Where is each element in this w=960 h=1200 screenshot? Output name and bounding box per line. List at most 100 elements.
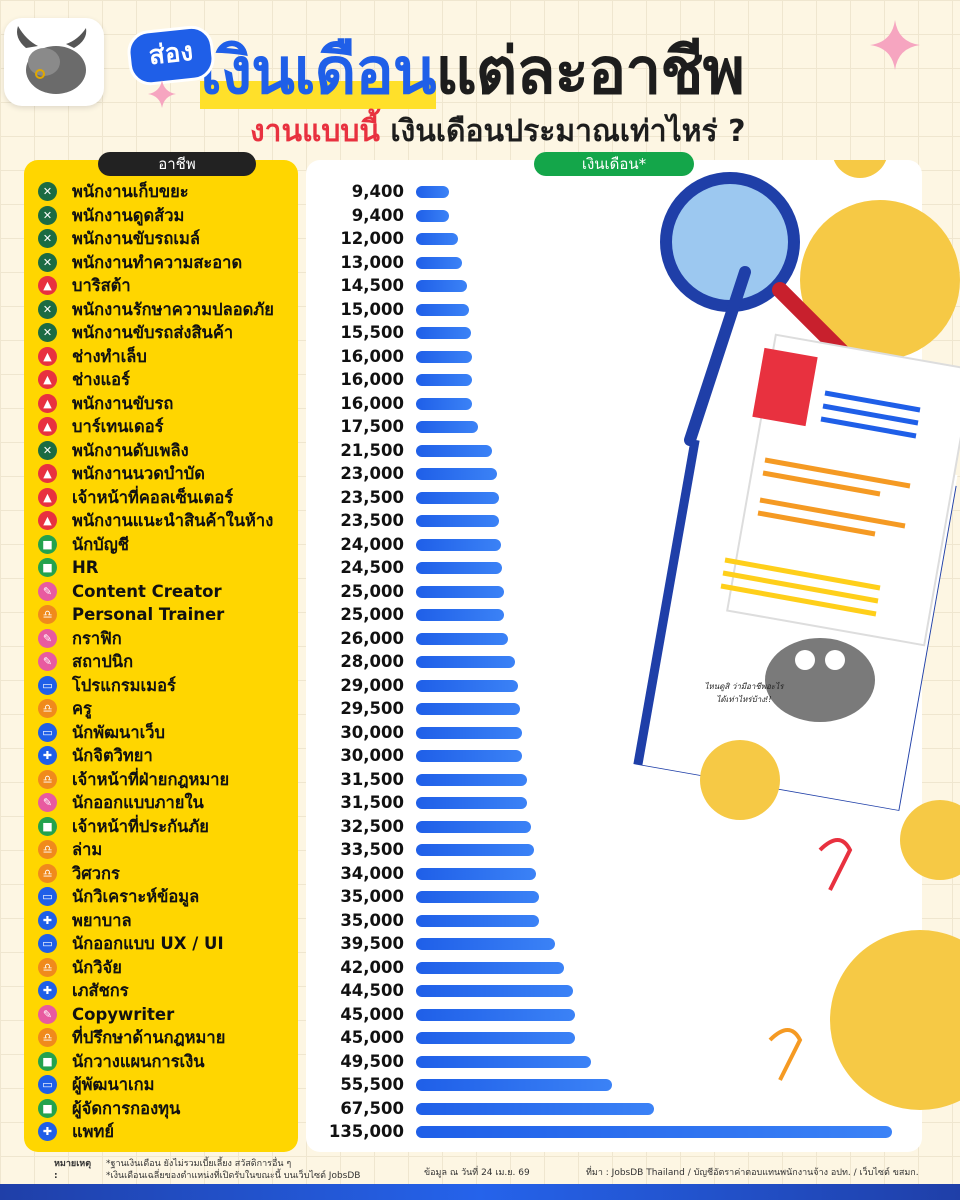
briefcase-icon: ■ (38, 558, 57, 577)
microscope-icon: ✚ (38, 910, 57, 930)
occupation-label: ช่างทำเล็บ (72, 346, 147, 366)
palette-icon: ✎ (38, 1004, 57, 1024)
notes-line-1: *ฐานเงินเดือน ยังไม่รวมเบี้ยเลี้ยง สวัสด… (106, 1159, 292, 1169)
occupation-panel (24, 160, 298, 1152)
chart-row: ✕ พนักงานขับรถเมล์ 12,000 (0, 227, 960, 251)
chart-row: ✕ พนักงานรักษาความปลอดภัย 15,000 (0, 298, 960, 322)
occupation-label: HR (72, 558, 99, 577)
salary-value-label: 16,000 (340, 393, 404, 413)
chart-row: ✕ พนักงานเก็บขยะ 9,400 (0, 180, 960, 204)
occupation-label: นักออกแบบภายใน (72, 793, 204, 812)
salary-bar (416, 820, 531, 833)
chart-row: ✕ พนักงานขับรถส่งสินค้า 15,500 (0, 321, 960, 345)
occupation-label: นักวิจัย (72, 957, 122, 977)
occupation-label: ผู้จัดการกองทุน (72, 1098, 181, 1118)
salary-bar (416, 656, 515, 668)
chart-row: ✕ พนักงานดูดส้วม 9,400 (0, 204, 960, 228)
salary-bar (416, 280, 468, 292)
palette-icon: ✎ (38, 793, 57, 812)
salary-value-label: 34,000 (340, 863, 404, 883)
salary-bar (416, 703, 520, 715)
palette-icon: ✎ (38, 652, 57, 671)
salary-value-label: 30,000 (340, 722, 404, 742)
chart-row: ♎ วิศวกร 34,000 (0, 862, 960, 886)
salary-bar (416, 1079, 612, 1091)
chart-row: ✚ แพทย์ 135,000 (0, 1120, 960, 1144)
occupation-label: ล่าม (72, 840, 103, 859)
chart-row: ✎ กราฟิก 26,000 (0, 627, 960, 651)
chart-row: ♎ ที่ปรึกษาด้านกฎหมาย 45,000 (0, 1026, 960, 1050)
salary-value-label: 44,500 (340, 981, 404, 1000)
occupation-label: นักวิเคราะห์ข้อมูล (72, 887, 200, 906)
salary-value-label: 25,000 (340, 605, 404, 624)
occupation-label: Content Creator (72, 581, 222, 601)
occupation-label: ช่างแอร์ (72, 370, 130, 389)
tools-icon: ✕ (38, 205, 57, 225)
salary-bar (416, 632, 508, 645)
salary-bar (416, 1055, 591, 1068)
salary-value-label: 15,500 (340, 323, 404, 342)
briefcase-icon: ■ (38, 816, 57, 836)
scale-icon: ♎ (38, 1028, 57, 1047)
occupation-label: นักออกแบบ UX / UI (72, 934, 224, 953)
laptop-icon: ▭ (38, 934, 57, 953)
chart-row: ▭ นักออกแบบ UX / UI 39,500 (0, 932, 960, 956)
salary-value-label: 33,500 (340, 840, 404, 859)
salary-bar (416, 844, 535, 856)
salary-value-label: 135,000 (328, 1122, 404, 1141)
chart-row: ♎ ล่าม 33,500 (0, 838, 960, 862)
salary-bar (416, 891, 540, 903)
chart-row: ✎ นักออกแบบภายใน 31,500 (0, 791, 960, 815)
laptop-icon: ▭ (38, 675, 57, 695)
scale-icon: ♎ (38, 769, 57, 789)
title-tag: ส่อง (125, 23, 217, 88)
occupation-label: เจ้าหน้าที่ฝ่ายกฎหมาย (72, 769, 230, 789)
salary-bar (416, 468, 498, 480)
salary-bar (416, 491, 499, 504)
salary-value-label: 16,000 (340, 370, 404, 389)
salary-bar (416, 374, 473, 386)
salary-value-label: 14,500 (340, 276, 404, 295)
occupation-label: พนักงานเก็บขยะ (72, 182, 189, 201)
salary-value-label: 31,500 (340, 793, 404, 812)
salary-bar (416, 797, 528, 809)
briefcase-icon: ■ (38, 1051, 57, 1071)
occupation-label: บาริสต้า (72, 276, 131, 295)
chart-row: ✚ นักจิตวิทยา 30,000 (0, 744, 960, 768)
occupation-label: พนักงานทำความสะอาด (72, 252, 243, 272)
chart-row: ♎ เจ้าหน้าที่ฝ่ายกฎหมาย 31,500 (0, 768, 960, 792)
chart-row: ✎ Copywriter 45,000 (0, 1003, 960, 1027)
chart-row: ✕ พนักงานทำความสะอาด 13,000 (0, 251, 960, 275)
sparkle-icon (148, 80, 176, 108)
salary-value-label: 49,500 (340, 1051, 404, 1071)
data-date: ข้อมูล ณ วันที่ 24 เม.ย. 69 (424, 1168, 530, 1178)
service-bell-icon: ▲ (38, 346, 57, 366)
salary-bar (416, 1126, 892, 1138)
chart-row: ✚ เภสัชกร 44,500 (0, 979, 960, 1003)
salary-bar (416, 303, 469, 316)
salary-bar (416, 961, 565, 974)
salary-bar (416, 985, 573, 997)
salary-value-label: 29,000 (340, 675, 404, 695)
occupation-label: พนักงานดับเพลิง (72, 440, 189, 460)
chart-row: ■ ผู้จัดการกองทุน 67,500 (0, 1097, 960, 1121)
buffalo-logo-icon (4, 18, 104, 106)
occupation-label: ครู (72, 699, 92, 718)
occupation-label: พนักงานขับรถส่งสินค้า (72, 323, 234, 342)
tools-icon: ✕ (38, 252, 57, 272)
salary-bar (416, 585, 505, 598)
chart-row: ✚ พยาบาล 35,000 (0, 909, 960, 933)
occupation-label: วิศวกร (72, 863, 120, 883)
occupation-label: เจ้าหน้าที่ประกันภัย (72, 816, 209, 836)
salary-value-label: 24,500 (340, 558, 404, 577)
salary-value-label: 24,000 (340, 534, 404, 554)
salary-bar (416, 515, 499, 527)
salary-bar (416, 327, 471, 339)
occupation-label: พนักงานรักษาความปลอดภัย (72, 299, 274, 319)
scale-icon: ♎ (38, 863, 57, 883)
salary-value-label: 42,000 (340, 957, 404, 977)
occupation-label: โปรแกรมเมอร์ (72, 675, 176, 695)
occupation-label: ที่ปรึกษาด้านกฎหมาย (72, 1028, 226, 1047)
microscope-icon: ✚ (38, 746, 57, 765)
speech-bubble-text: ไหนดูสิ ว่ามีอาชีพอะไรได้เท่าไหร่บ้าง!! (704, 682, 784, 704)
